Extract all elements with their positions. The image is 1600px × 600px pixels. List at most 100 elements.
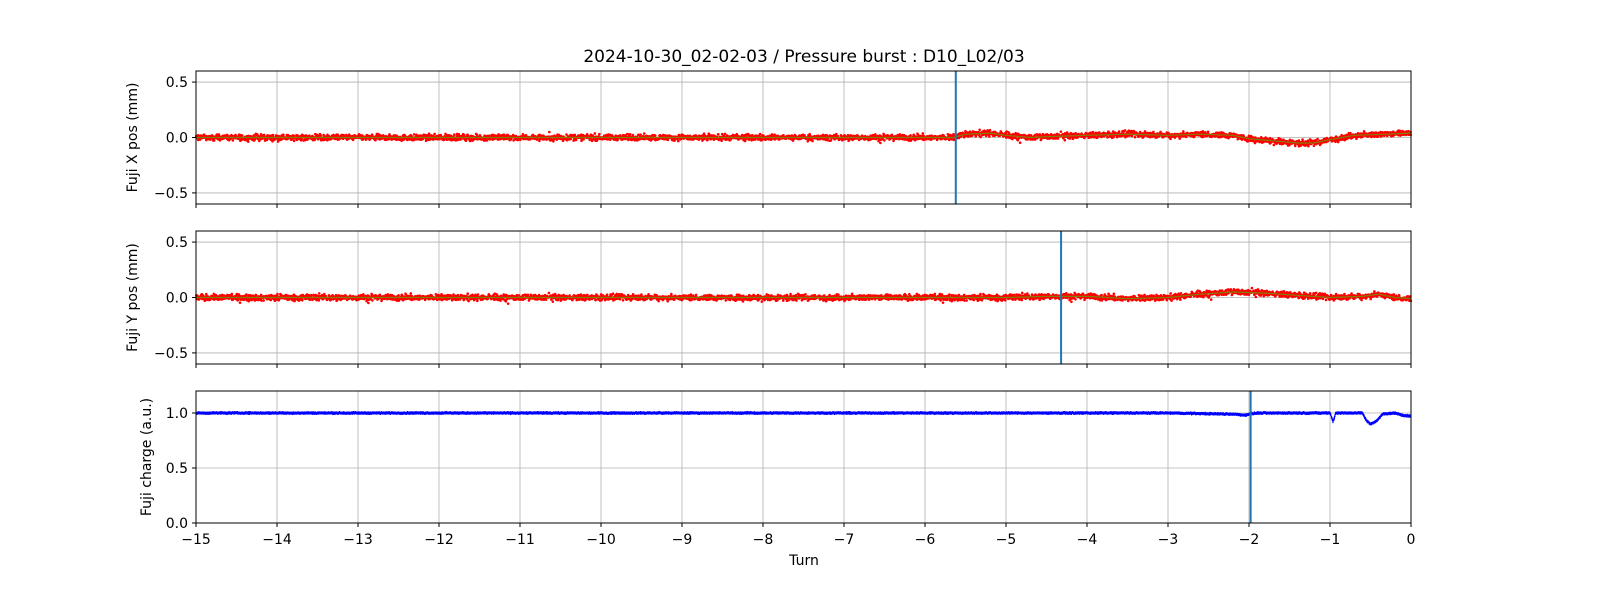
data-point [1272,143,1276,147]
data-point [319,134,322,137]
data-point [1316,137,1319,141]
data-point [453,133,456,136]
data-point [1178,137,1181,140]
data-point [322,133,325,137]
data-point [1362,129,1366,133]
data-point [1201,130,1205,133]
data-point [238,301,242,304]
data-point [271,133,275,137]
data-point [1133,135,1137,139]
data-point [526,293,530,297]
data-point [1018,141,1022,145]
data-point [947,138,951,142]
y-tick-label: 0.5 [166,75,188,91]
data-point [433,132,436,136]
data-point [245,293,248,296]
data-point [618,297,622,301]
data-point [499,299,502,302]
data-point [269,298,273,302]
data-point [397,294,400,297]
data-point [883,139,886,142]
data-point [435,298,439,302]
data-point [723,132,727,136]
data-point [259,133,263,136]
data-point [371,299,374,302]
data-point [773,133,776,136]
data-point [1059,130,1063,133]
data-point [292,134,296,138]
data-point [605,293,609,296]
data-point [236,299,240,302]
data-point [758,132,762,136]
data-point [988,128,992,132]
data-point [597,132,601,136]
data-point [506,302,510,305]
data-point [231,139,235,142]
data-point [466,292,470,296]
data-point [217,133,221,136]
data-point [879,141,882,145]
data-point [639,133,642,137]
data-point [317,292,321,295]
data-point [574,138,578,141]
data-point [1038,133,1042,136]
data-point [593,132,597,135]
data-point [978,128,981,132]
data-point [1106,136,1109,139]
data-point [582,137,585,141]
y-tick-label: −0.5 [154,186,188,202]
data-point [292,139,296,143]
data-point [218,139,222,142]
data-point [203,299,207,303]
data-point [1056,137,1060,140]
data-point [811,139,814,143]
data-point [374,138,377,142]
data-point [716,132,720,136]
data-point [666,138,670,142]
chart-title: 2024-10-30_02-02-03 / Pressure burst : D… [583,47,1024,67]
data-point [642,132,646,135]
data-point [301,297,304,301]
data-point [1206,130,1210,134]
data-point [873,133,877,136]
data-points-series [194,286,1413,305]
data-point [476,299,479,303]
data-point [1123,129,1127,132]
data-point [444,132,447,136]
data-point [252,134,256,137]
data-point [246,140,250,143]
data-point [841,138,845,141]
data-point [361,293,365,296]
data-point [329,298,333,301]
y-tick-label: 0.0 [166,131,188,147]
data-point [1130,134,1134,138]
data-point [1138,130,1142,134]
data-point [402,138,405,141]
data-point [1063,138,1067,142]
data-point [988,135,991,138]
data-point [290,138,294,141]
data-point [262,299,265,302]
data-point [276,292,279,296]
data-point [476,293,480,296]
data-point [230,292,234,296]
data-point [409,292,413,295]
data-point [909,134,912,137]
data-point [720,139,723,143]
data-point [921,132,925,135]
data-point [1361,135,1364,139]
data-point [1236,137,1240,141]
data-point [547,291,551,295]
data-point [979,135,982,139]
data-point [212,139,216,142]
data-point [677,139,680,143]
data-point [323,292,326,296]
data-point [325,138,329,142]
data-point [544,298,548,301]
data-point [1182,130,1185,133]
